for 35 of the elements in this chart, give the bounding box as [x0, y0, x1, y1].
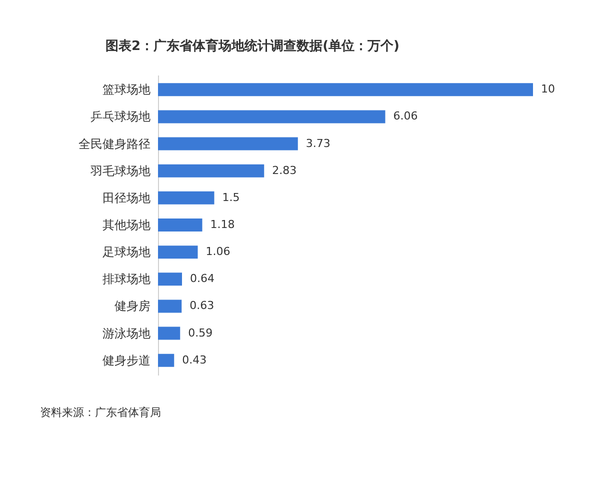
bar	[158, 137, 298, 150]
data-label: 1.5	[222, 190, 240, 204]
bar	[158, 272, 182, 286]
data-label: 0.63	[190, 299, 214, 312]
bar	[158, 300, 182, 313]
bar	[158, 326, 180, 340]
y-tick-label: 全民健身路径	[78, 136, 150, 151]
data-label: 1.18	[210, 218, 235, 231]
bar	[158, 354, 174, 367]
data-label: 0.43	[182, 353, 207, 366]
y-tick-label: 健身步道	[102, 353, 150, 368]
bar	[158, 246, 198, 259]
text: 资料来源：广东省体育局	[40, 406, 161, 419]
bar	[158, 83, 533, 96]
bar	[158, 218, 202, 232]
data-label: 3.73	[306, 136, 330, 150]
bar	[158, 191, 214, 204]
chart-title: 图表2：广东省体育场地统计调查数据(单位：万个)	[106, 38, 400, 54]
y-tick-label: 乒乓球场地	[90, 110, 150, 124]
data-label: 0.64	[190, 272, 214, 286]
data-label: 0.59	[188, 326, 213, 340]
data-label: 6.06	[393, 110, 418, 123]
y-tick-label: 健身房	[114, 299, 150, 314]
bar	[158, 164, 264, 178]
y-tick-label: 篮球场地	[102, 82, 150, 97]
y-tick-label: 其他场地	[102, 218, 150, 232]
y-tick-label: 游泳场地	[102, 326, 150, 340]
bar	[158, 110, 386, 124]
y-tick-label: 羽毛球场地	[90, 164, 150, 178]
data-label: 2.83	[272, 164, 297, 177]
data-label: 1.06	[206, 245, 230, 258]
y-tick-label: 足球场地	[102, 245, 150, 260]
y-tick-label: 田径场地	[102, 190, 150, 205]
data-label: 10	[541, 82, 555, 96]
y-tick-label: 排球场地	[102, 272, 150, 286]
